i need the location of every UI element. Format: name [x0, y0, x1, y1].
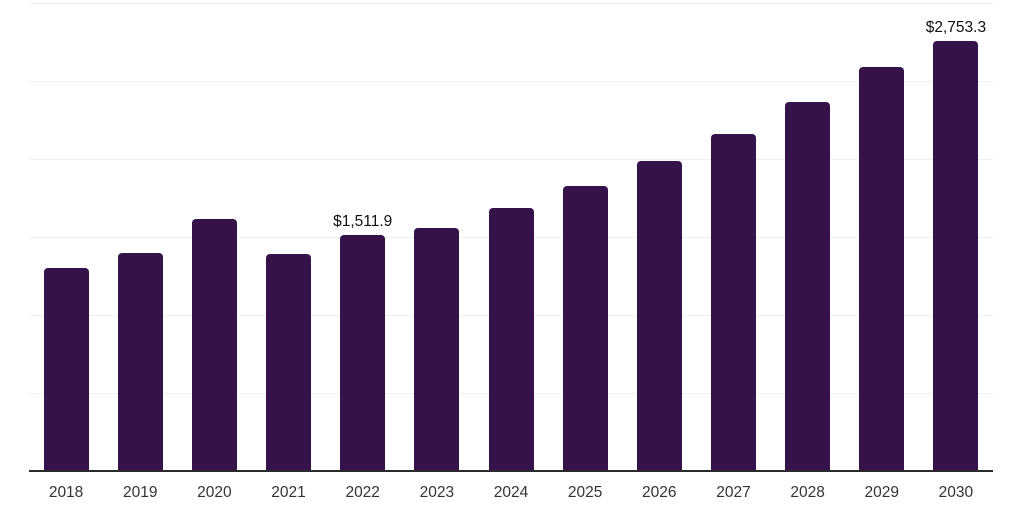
x-axis-line	[29, 469, 993, 472]
x-tick-label-2025: 2025	[567, 484, 603, 501]
bar-2020	[191, 219, 237, 471]
x-tick-label-2022: 2022	[345, 484, 380, 501]
x-tick-label-2024: 2024	[493, 484, 529, 501]
x-tick-label-2030: 2030	[938, 484, 974, 501]
bar-2030	[933, 40, 979, 471]
bar-2029	[859, 67, 905, 471]
x-tick-label-2029: 2029	[864, 484, 900, 501]
bar-value-label-2030: $2,753.3	[925, 18, 987, 36]
x-tick-label-2028: 2028	[790, 484, 825, 501]
x-tick-label-2026: 2026	[642, 484, 677, 501]
gridline	[29, 80, 993, 82]
x-tick-label-2021: 2021	[271, 484, 306, 501]
x-tick-label-2018: 2018	[48, 484, 84, 501]
x-tick-label-2020: 2020	[197, 484, 232, 501]
bar-2019	[117, 252, 163, 471]
bar-2018	[43, 267, 89, 471]
bar-2027	[710, 133, 756, 471]
bar-2025	[562, 185, 608, 471]
bar-2023	[414, 227, 460, 471]
x-tick-label-2023: 2023	[419, 484, 455, 501]
gridline	[29, 158, 993, 160]
x-tick-label-2019: 2019	[122, 484, 158, 501]
bar-2028	[785, 102, 831, 471]
gridline	[29, 2, 993, 4]
bar-2024	[488, 208, 534, 471]
bar-2021	[266, 253, 312, 471]
bar-value-label-2022: $1,511.9	[333, 212, 393, 230]
bar-2022	[340, 234, 386, 471]
x-tick-label-2027: 2027	[716, 484, 751, 501]
bar-2026	[636, 160, 682, 471]
